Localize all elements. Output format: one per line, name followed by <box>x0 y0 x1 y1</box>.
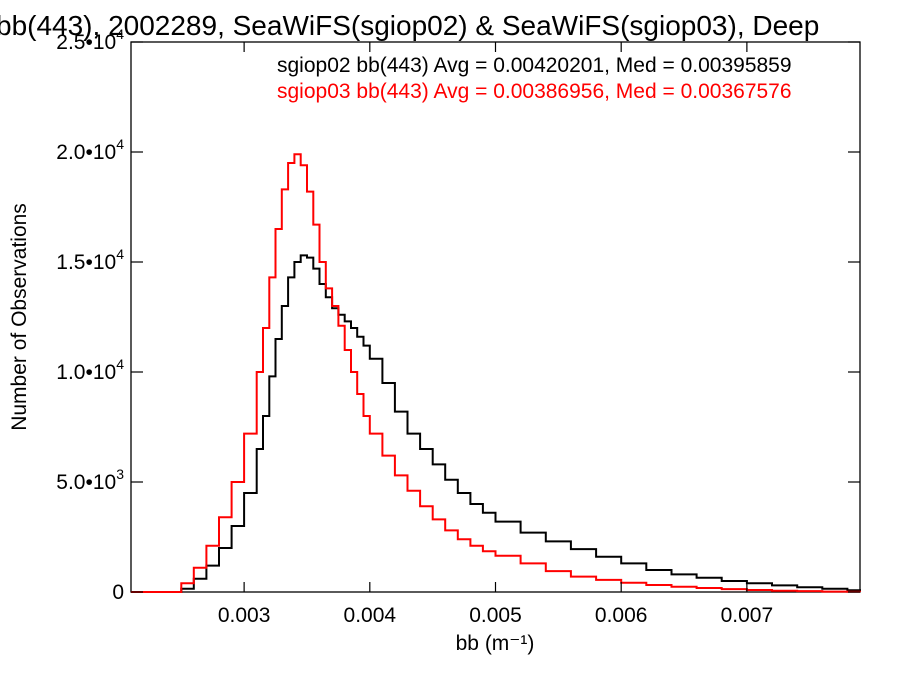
y-tick-label: 2.5•104 <box>56 26 124 54</box>
plot-border <box>130 41 861 593</box>
chart-title: bb(443), 2002289, SeaWiFS(sgiop02) & Sea… <box>0 10 819 41</box>
annotation-2: sgiop03 bb(443) Avg = 0.00386956, Med = … <box>277 80 792 103</box>
x-tick-label: 0.004 <box>344 604 397 627</box>
series-sgiop02-line <box>131 254 861 593</box>
x-tick-label: 0.005 <box>469 604 522 627</box>
series-sgiop03-line <box>131 153 861 593</box>
y-tick-label: 2.0•104 <box>56 136 124 164</box>
x-tick-label: 0.007 <box>721 604 774 627</box>
x-axis-label: bb (m⁻¹) <box>456 632 535 655</box>
y-tick-label: 1.0•104 <box>56 356 124 384</box>
x-tick-label: 0.006 <box>595 604 648 627</box>
y-axis-label: Number of Observations <box>8 203 31 431</box>
stats-annotations: sgiop02 bb(443) Avg = 0.00420201, Med = … <box>277 54 792 103</box>
annotation-1: sgiop02 bb(443) Avg = 0.00420201, Med = … <box>277 54 792 77</box>
y-tick-label: 5.0•103 <box>56 466 124 494</box>
series-layer <box>131 153 861 593</box>
plot-frame <box>130 41 861 593</box>
y-tick-label: 0 <box>112 581 124 604</box>
y-axis-ticks: 0 5.0•103 1.0•104 1.5•104 2.0•104 2.5•104 <box>56 26 860 604</box>
y-tick-label: 1.5•104 <box>56 246 124 274</box>
x-axis-ticks: 0.003 0.004 0.005 0.006 0.007 <box>218 42 773 627</box>
x-tick-label: 0.003 <box>218 604 271 627</box>
